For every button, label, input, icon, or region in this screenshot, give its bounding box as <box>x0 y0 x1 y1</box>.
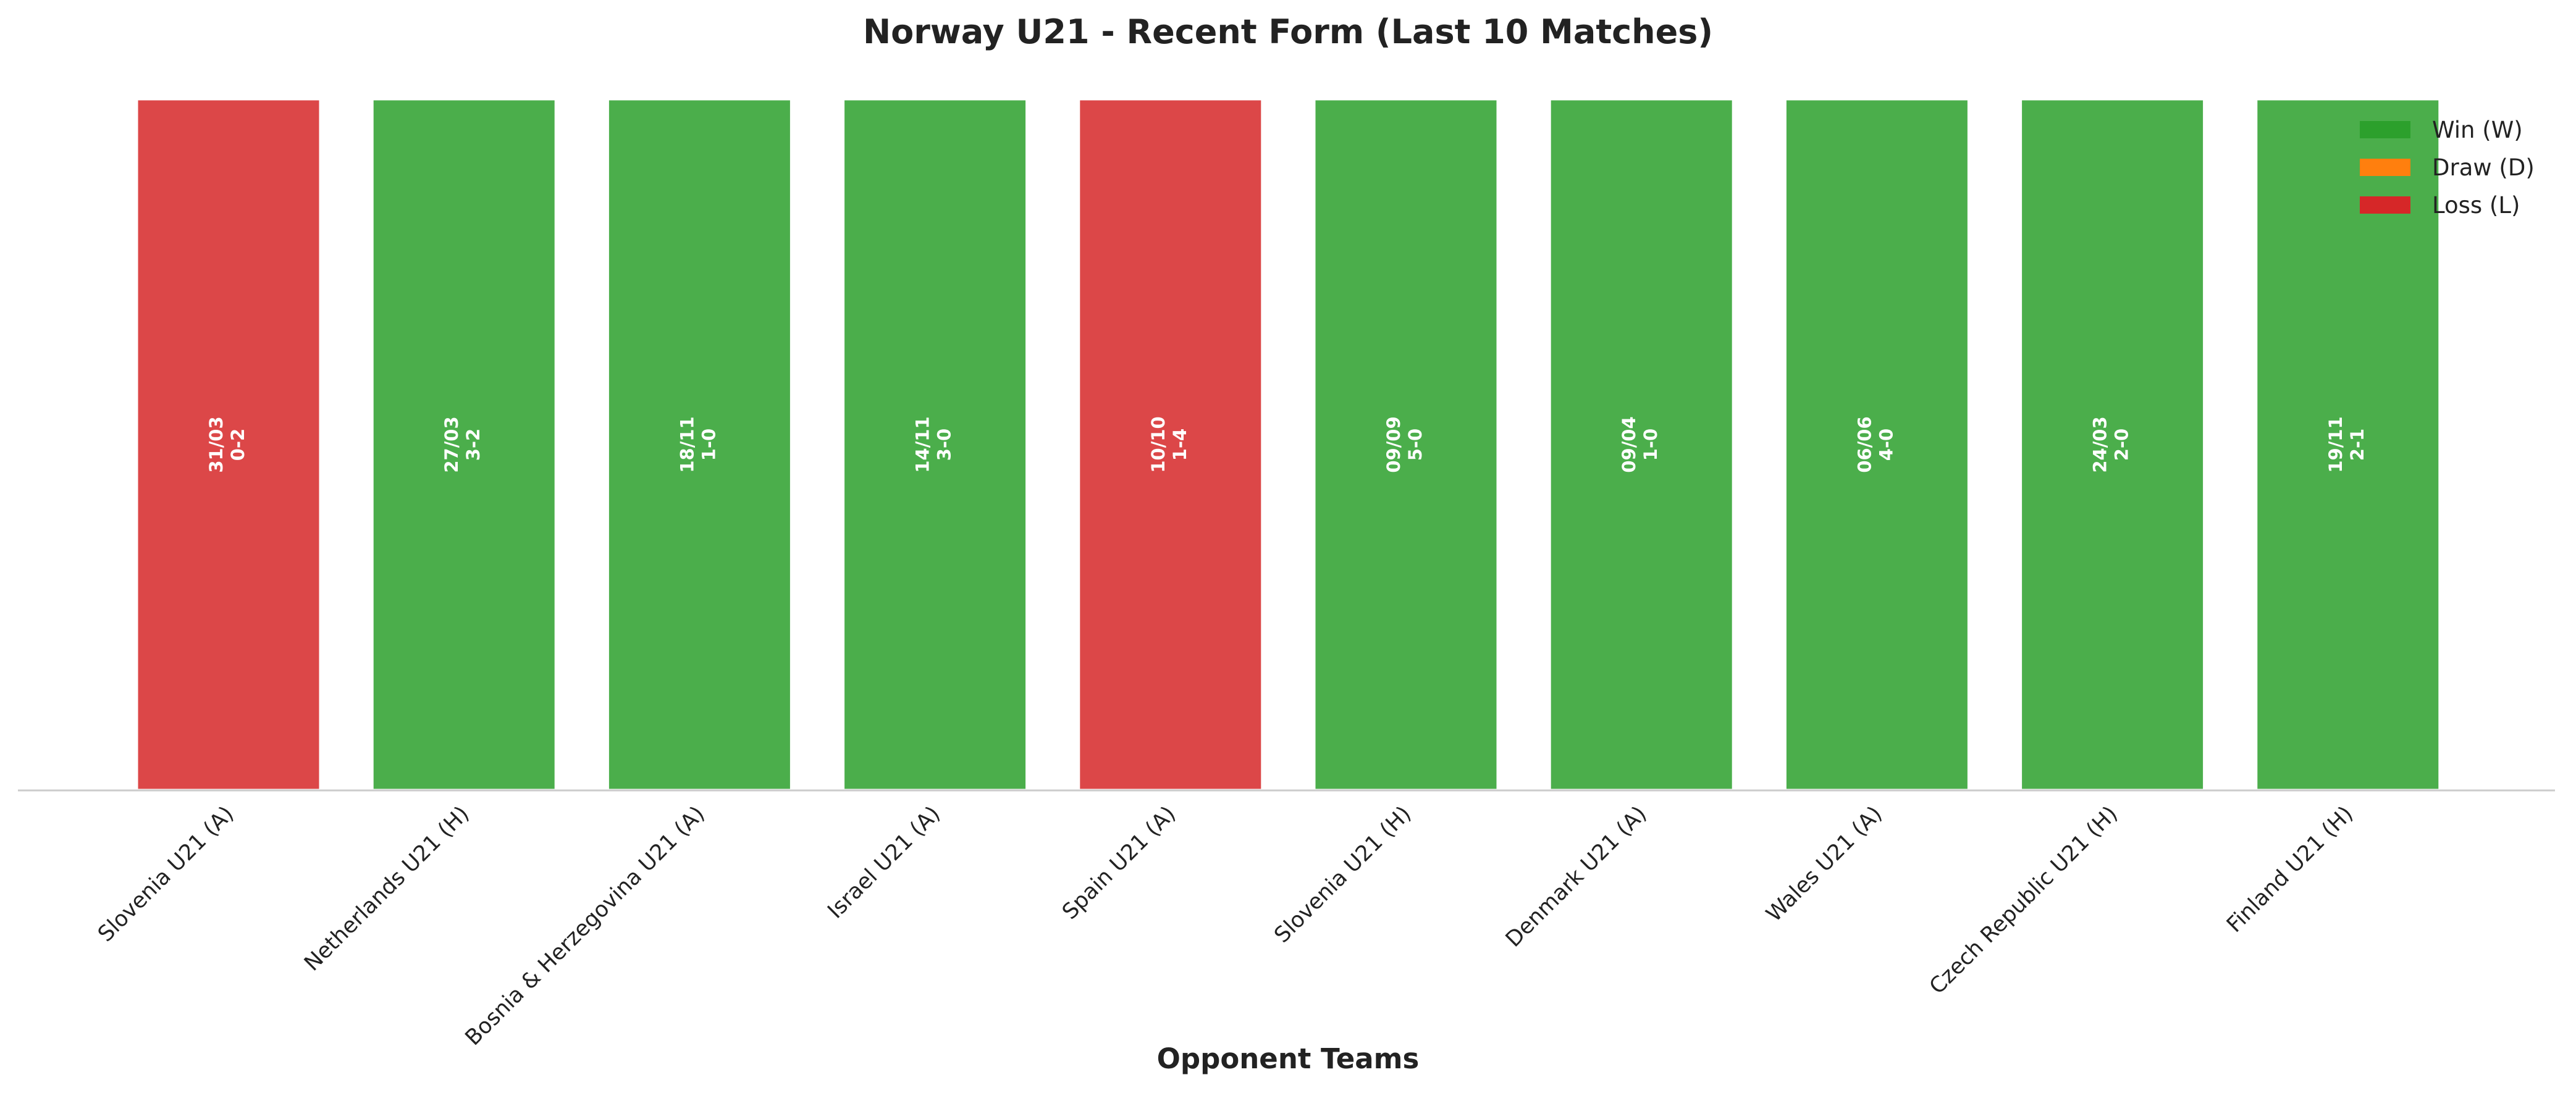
bar-date-label: 14/11 <box>912 416 933 472</box>
bar-date-label: 09/04 <box>1618 416 1639 472</box>
bar-score-label: 3-2 <box>463 429 484 461</box>
bar-score-label: 3-0 <box>934 429 955 461</box>
bar <box>1783 97 1971 792</box>
legend-swatch <box>2360 196 2410 214</box>
bar <box>2019 97 2207 792</box>
bar-date-label: 27/03 <box>441 416 462 472</box>
bar-date-label: 24/03 <box>2090 416 2111 472</box>
bar-score-label: 2-1 <box>2347 429 2368 461</box>
bar-date-label: 31/03 <box>206 416 227 472</box>
bar <box>2254 97 2442 792</box>
bar <box>1312 97 1500 792</box>
bar-score-label: 1-0 <box>1640 429 1661 461</box>
bar-score-label: 0-2 <box>227 429 248 461</box>
bar-date-label: 19/11 <box>2325 416 2346 472</box>
bar-score-label: 1-0 <box>698 429 719 461</box>
bar-score-label: 4-0 <box>1875 429 1896 461</box>
bar <box>841 97 1029 792</box>
bar-score-label: 1-4 <box>1169 429 1190 461</box>
legend-label: Win (W) <box>2432 117 2523 143</box>
bar <box>370 97 558 792</box>
bar-score-label: 2-0 <box>2111 429 2132 461</box>
legend-label: Loss (L) <box>2432 192 2520 219</box>
x-axis-label: Opponent Teams <box>1157 1042 1420 1075</box>
legend-swatch <box>2360 121 2410 138</box>
bar-date-label: 09/09 <box>1383 416 1404 472</box>
bar-score-label: 5-0 <box>1405 429 1426 461</box>
bar-date-label: 10/10 <box>1148 416 1169 472</box>
chart-title: Norway U21 - Recent Form (Last 10 Matche… <box>863 12 1713 51</box>
bar-date-label: 06/06 <box>1854 416 1875 472</box>
bar <box>135 97 322 792</box>
bar <box>1547 97 1735 792</box>
legend-swatch <box>2360 159 2410 176</box>
legend-label: Draw (D) <box>2432 154 2535 181</box>
bar-date-label: 18/11 <box>676 416 697 472</box>
